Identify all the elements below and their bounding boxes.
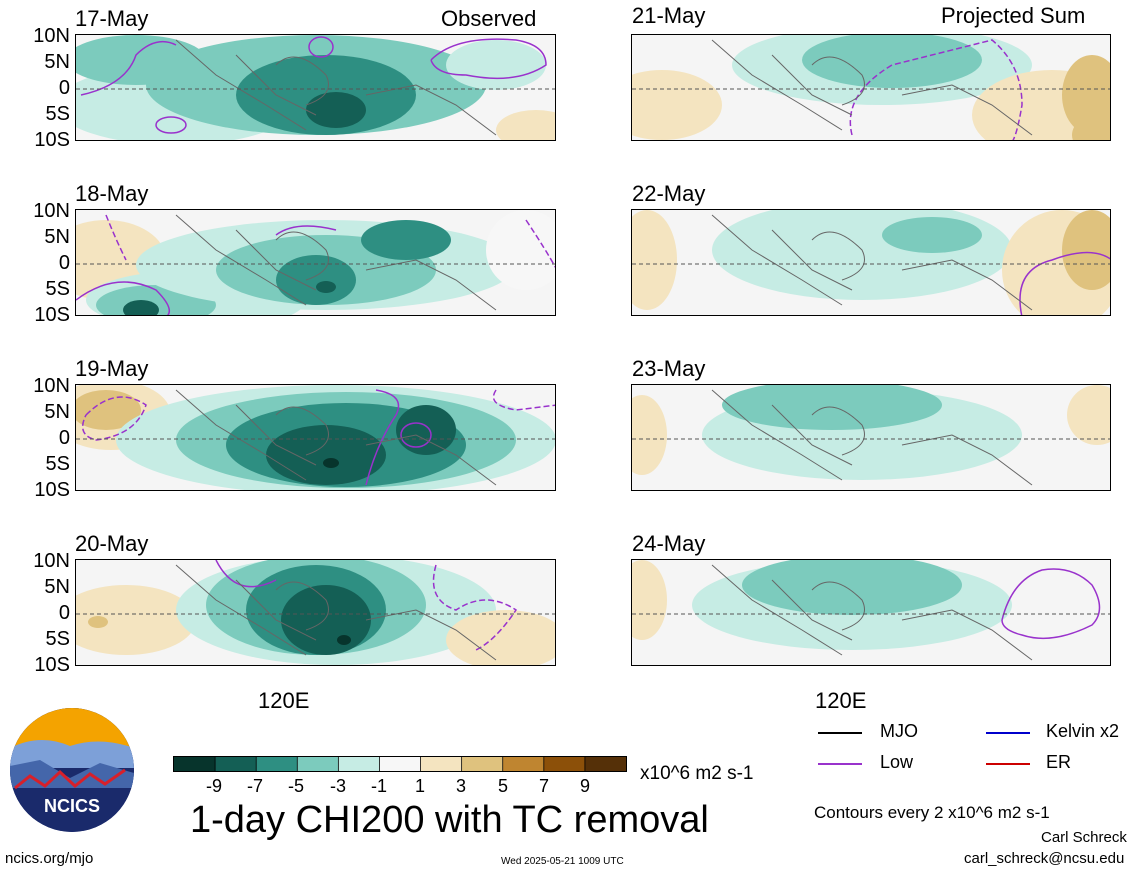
- lat-tick: 10S: [34, 654, 70, 676]
- legend-swatch-mjo: [818, 732, 862, 734]
- colorbar-label: 5: [497, 776, 508, 796]
- footer-email: carl_schreck@ncsu.edu: [964, 850, 1125, 867]
- lat-tick: 0: [58, 427, 70, 449]
- legend-label: Kelvin x2: [1046, 721, 1120, 741]
- lat-tick: 5S: [45, 278, 70, 300]
- lat-tick: 0: [58, 602, 70, 624]
- colorbar-label: 9: [579, 776, 590, 796]
- colorbar-label: -7: [246, 776, 263, 796]
- map-panel-observed-4: [75, 559, 556, 666]
- map-panel-observed-1: [75, 34, 556, 141]
- colorbar-swatch: [215, 757, 257, 771]
- longitude-label-right: 120E: [815, 688, 867, 713]
- longitude-label-left: 120E: [258, 688, 310, 713]
- projected-header: Projected Sum: [941, 3, 1086, 28]
- colorbar-swatch: [584, 757, 627, 771]
- colorbar-label: -1: [370, 776, 387, 796]
- colorbar-label: -3: [329, 776, 346, 796]
- colorbar-swatch: [256, 757, 298, 771]
- legend-swatch-er: [986, 763, 1030, 765]
- lat-tick: 10S: [34, 479, 70, 501]
- map-panel-projected-1: [631, 34, 1111, 141]
- map-panel-projected-2: [631, 209, 1111, 316]
- colorbar-swatch: [502, 757, 545, 771]
- map-panel-observed-2: [75, 209, 556, 316]
- colorbar-swatch: [379, 757, 422, 771]
- footer-url: ncics.org/mjo: [5, 850, 94, 867]
- map-panel-projected-4: [631, 559, 1111, 666]
- panel-date: 24-May: [632, 531, 706, 556]
- legend-label: Low: [880, 752, 914, 772]
- lat-tick: 10S: [34, 129, 70, 151]
- contour-note: Contours every 2 x10^6 m2 s-1: [814, 803, 1050, 822]
- map-panel-observed-3: [75, 384, 556, 491]
- lat-tick: 10N: [33, 200, 70, 222]
- colorbar-swatch: [420, 757, 463, 771]
- legend-label: MJO: [880, 721, 918, 741]
- colorbar-units: x10^6 m2 s-1: [640, 763, 754, 784]
- footer-author: Carl Schreck: [1041, 829, 1127, 846]
- colorbar-swatch: [461, 757, 504, 771]
- lat-tick: 0: [58, 77, 70, 99]
- map-panel-projected-3: [631, 384, 1111, 491]
- lat-tick: 5S: [45, 103, 70, 125]
- legend-swatch-low: [818, 763, 862, 765]
- lat-tick: 5N: [44, 576, 70, 598]
- legend-swatch-kelvin: [986, 732, 1030, 734]
- panel-date: 23-May: [632, 356, 706, 381]
- observed-header: Observed: [441, 6, 537, 31]
- lat-tick: 5N: [44, 401, 70, 423]
- lat-tick: 10N: [33, 375, 70, 397]
- lat-tick: 10N: [33, 550, 70, 572]
- lat-tick: 5S: [45, 453, 70, 475]
- colorbar-swatch: [174, 757, 216, 771]
- colorbar-swatches: [174, 757, 627, 771]
- lat-tick: 10S: [34, 304, 70, 326]
- panel-date: 19-May: [75, 356, 149, 381]
- colorbar-label: 7: [538, 776, 549, 796]
- main-title: 1-day CHI200 with TC removal: [190, 799, 709, 841]
- panel-date: 20-May: [75, 531, 149, 556]
- panel-date: 17-May: [75, 6, 149, 31]
- colorbar-box: [173, 756, 627, 772]
- footer-timestamp: Wed 2025-05-21 1009 UTC: [501, 856, 624, 867]
- lat-tick: 0: [58, 252, 70, 274]
- ncics-logo: NCICS: [10, 708, 134, 832]
- colorbar-label: 3: [455, 776, 466, 796]
- colorbar-label: -5: [287, 776, 304, 796]
- panel-date: 18-May: [75, 181, 149, 206]
- lat-tick: 5N: [44, 226, 70, 248]
- lat-tick: 5N: [44, 51, 70, 73]
- panel-date: 22-May: [632, 181, 706, 206]
- panel-date: 21-May: [632, 3, 706, 28]
- logo-text: NCICS: [44, 796, 100, 816]
- lat-tick: 5S: [45, 628, 70, 650]
- colorbar-swatch: [297, 757, 339, 771]
- colorbar-label: 1: [414, 776, 425, 796]
- legend-label: ER: [1046, 752, 1072, 772]
- colorbar-swatch: [543, 757, 586, 771]
- colorbar-swatch: [338, 757, 380, 771]
- colorbar-label: -9: [205, 776, 222, 796]
- lat-tick: 10N: [33, 25, 70, 47]
